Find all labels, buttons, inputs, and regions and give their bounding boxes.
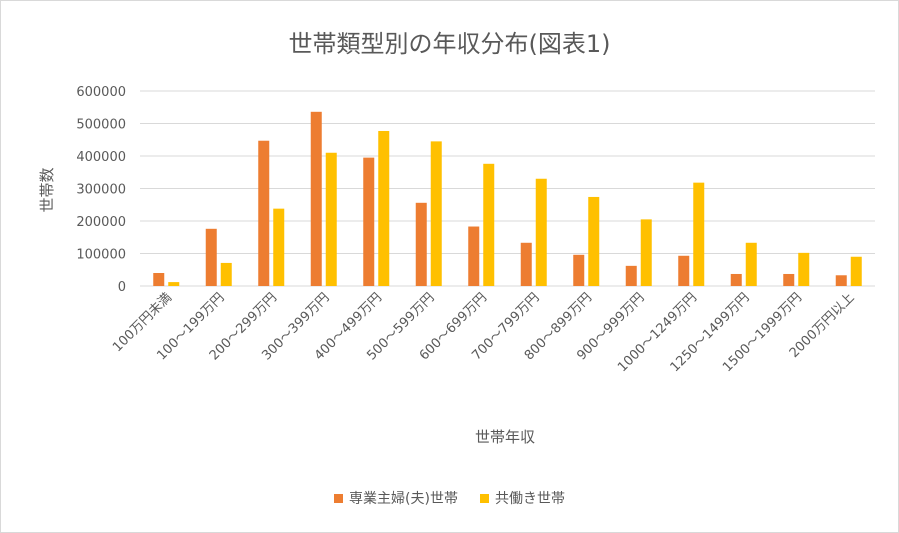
bar-series-2-2 — [220, 262, 232, 286]
legend-item-series-1: 専業主婦(夫)世帯 — [334, 488, 458, 508]
legend: 専業主婦(夫)世帯 共働き世帯 — [0, 488, 899, 508]
bar-series-1-2 — [205, 228, 217, 286]
bar-series-1-12 — [730, 273, 742, 286]
bar-series-2-4 — [325, 152, 337, 286]
bar-series-1-11 — [678, 255, 690, 286]
y-tick-label: 600000 — [76, 85, 126, 100]
bar-series-2-7 — [483, 163, 495, 286]
y-tick-label: 300000 — [76, 183, 126, 198]
bar-series-1-6 — [415, 202, 427, 286]
bar-series-1-4 — [310, 111, 322, 286]
bars — [153, 111, 862, 286]
legend-label: 専業主婦(夫)世帯 — [349, 491, 458, 507]
bar-series-2-9 — [588, 196, 600, 286]
bar-series-1-14 — [835, 275, 847, 286]
bar-series-1-13 — [783, 273, 795, 286]
bar-series-1-9 — [573, 254, 585, 286]
bar-series-2-8 — [535, 178, 547, 286]
legend-swatch — [334, 493, 344, 503]
bar-series-1-7 — [468, 226, 480, 286]
y-axis-title: 世帯数 — [38, 167, 56, 212]
y-tick-label: 400000 — [76, 150, 126, 165]
gridlines — [140, 90, 875, 287]
bar-series-1-3 — [258, 140, 270, 286]
legend-label: 共働き世帯 — [494, 491, 565, 507]
x-axis-title: 世帯年収 — [475, 428, 535, 446]
bar-series-2-11 — [693, 182, 705, 286]
y-tick-label: 100000 — [76, 248, 126, 263]
bar-series-1-1 — [153, 273, 165, 286]
x-axis-ticks: 100万円未満100～199万円200～299万円300～399万円400～49… — [110, 290, 857, 375]
bar-series-1-10 — [625, 265, 637, 286]
legend-item-series-2: 共働き世帯 — [479, 488, 565, 508]
bar-series-2-3 — [273, 208, 285, 286]
chart-title: 世帯類型別の年収分布(図表1) — [288, 30, 611, 58]
bar-series-1-5 — [363, 157, 375, 286]
y-axis-ticks: 0 100000 200000 300000 400000 500000 600000 — [76, 85, 126, 295]
bar-series-2-13 — [798, 252, 810, 286]
bar-series-1-8 — [520, 242, 532, 286]
y-tick-label: 500000 — [76, 118, 126, 133]
bar-series-2-10 — [640, 219, 652, 286]
bar-series-2-14 — [850, 256, 862, 286]
legend-swatch — [479, 493, 489, 503]
y-tick-label: 200000 — [76, 215, 126, 230]
bar-series-2-1 — [168, 282, 180, 286]
bar-series-2-5 — [378, 130, 390, 286]
y-tick-label: 0 — [118, 280, 126, 295]
bar-series-2-12 — [745, 242, 757, 286]
bar-series-2-6 — [430, 141, 442, 286]
